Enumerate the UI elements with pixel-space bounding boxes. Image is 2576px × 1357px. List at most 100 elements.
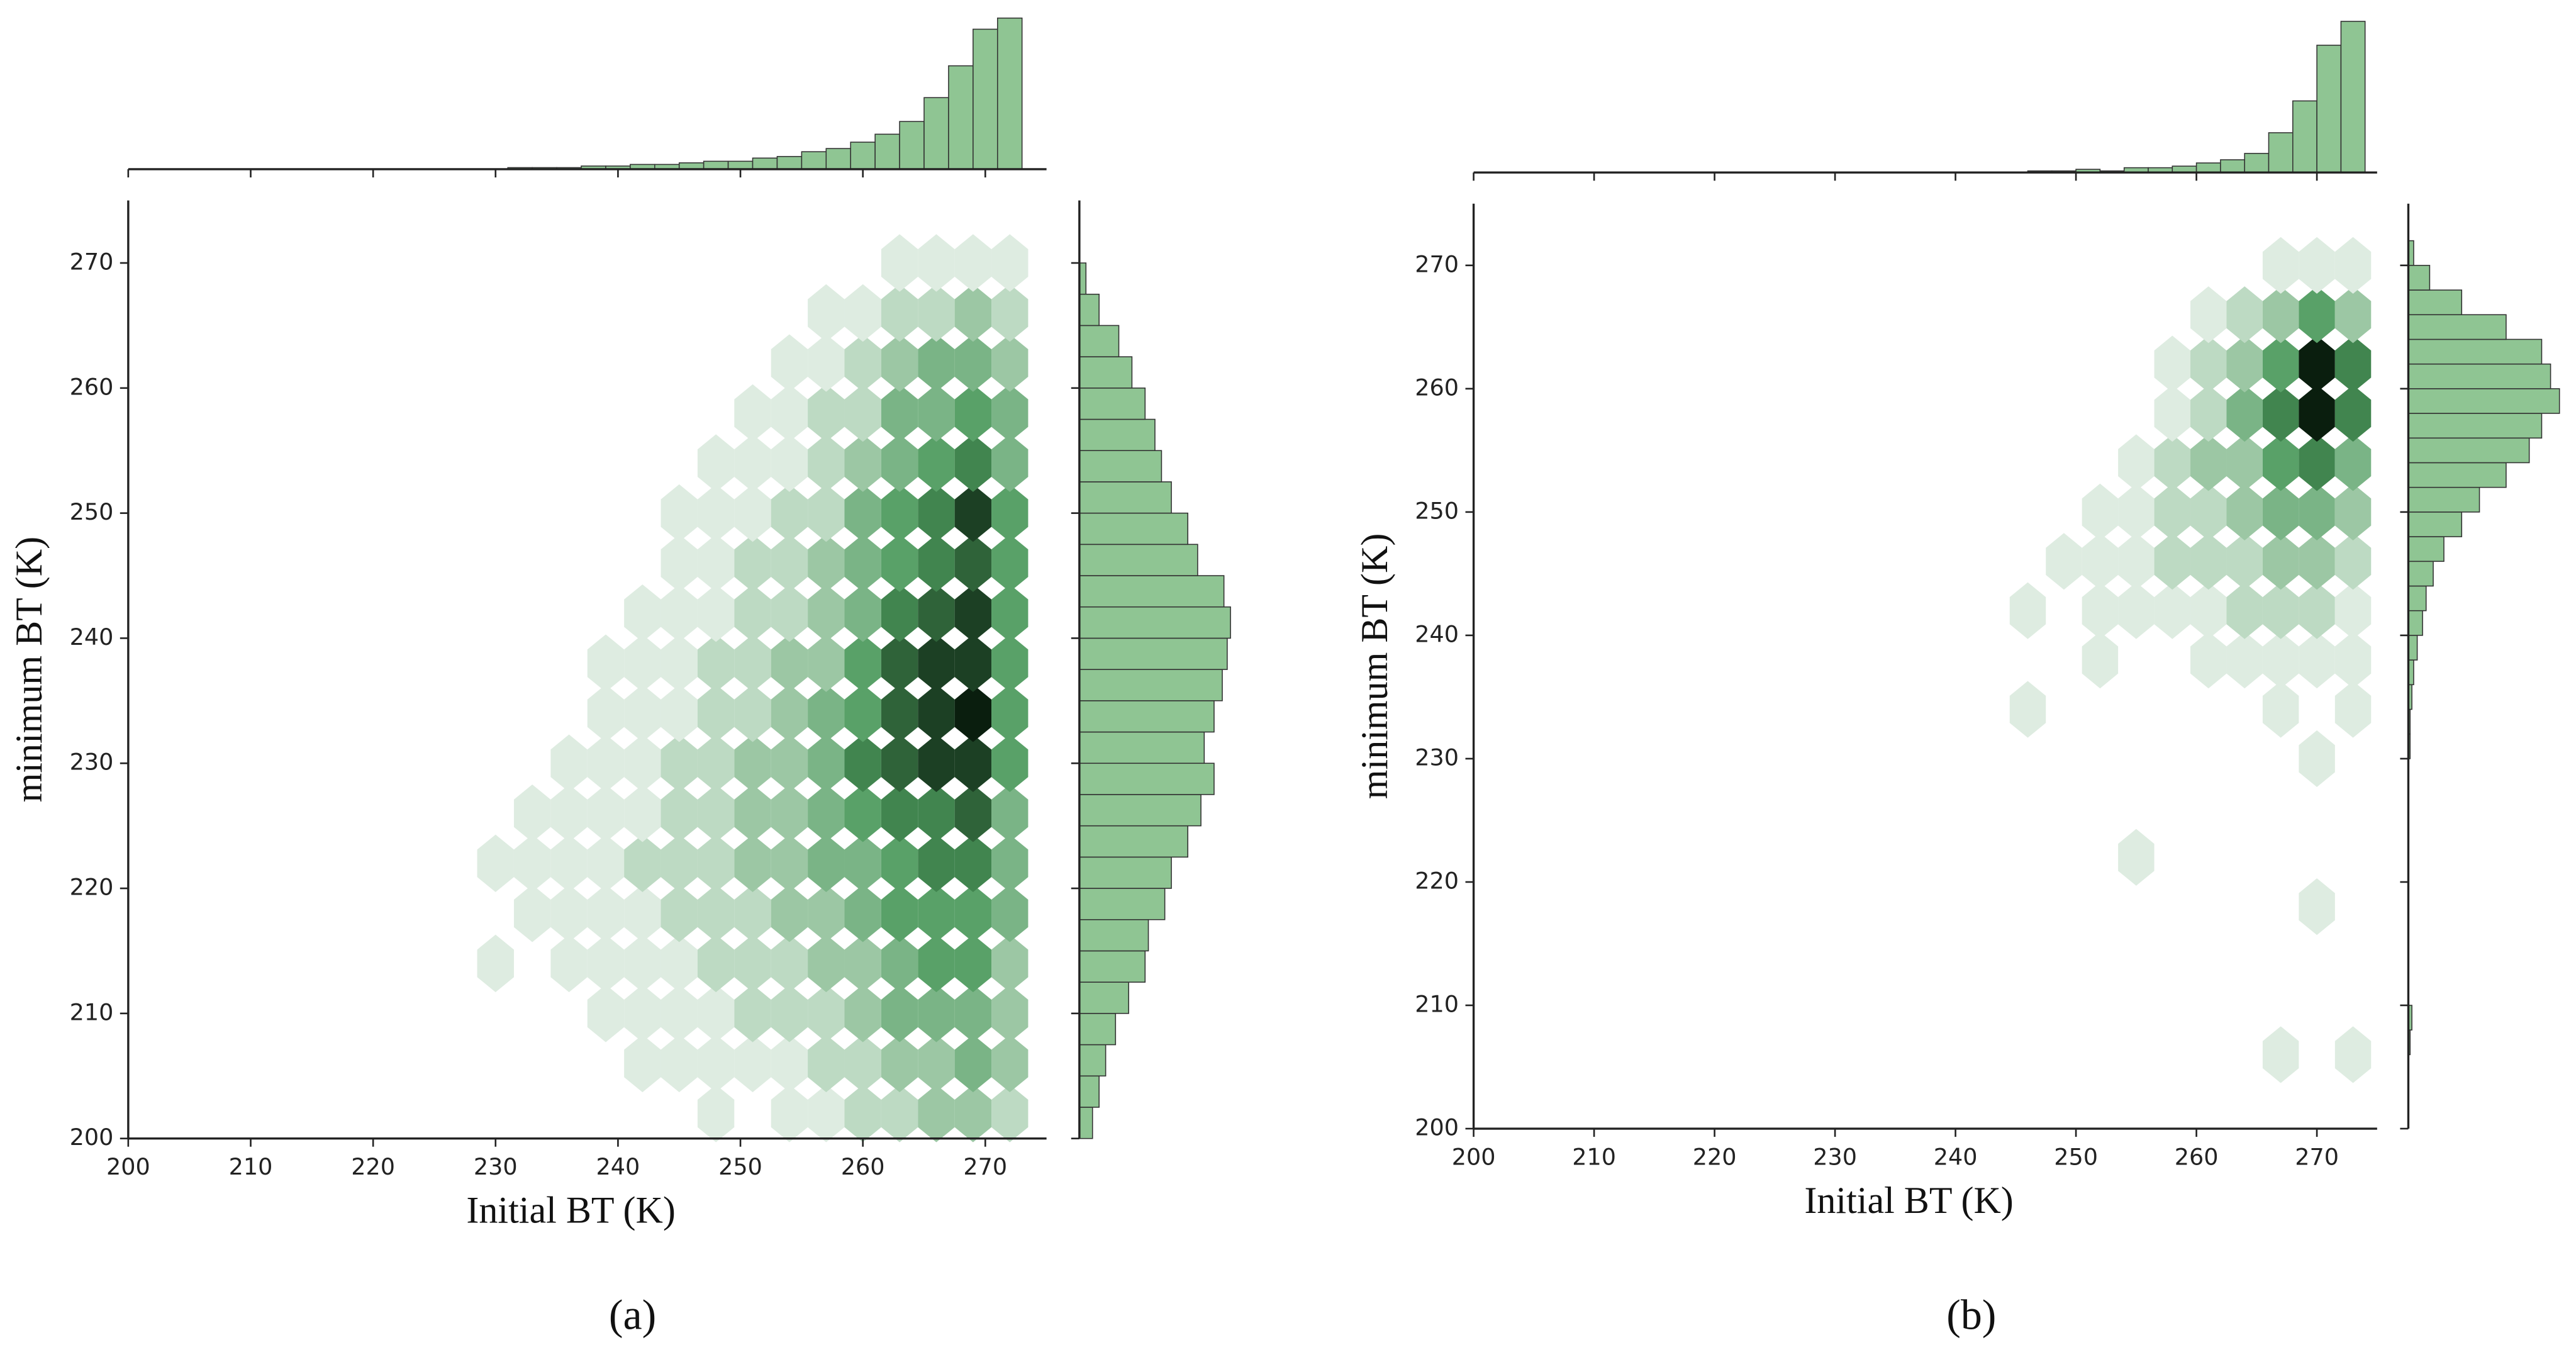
hexbin-cell	[734, 434, 771, 492]
hexbin-cell	[2190, 237, 2226, 294]
hexbin-cell	[477, 785, 514, 842]
hexbin-cell	[624, 334, 661, 391]
hexbin-cell	[2262, 286, 2299, 343]
hexbin-cell	[698, 284, 734, 342]
hexbin-cell	[2155, 237, 2190, 294]
hexbin-cell	[2118, 483, 2155, 540]
hexbin-cell	[661, 534, 698, 592]
hexbin-cell	[2262, 582, 2299, 639]
hexbin-cell	[734, 684, 771, 742]
right-hist-bar	[1079, 356, 1133, 389]
top-hist-bar	[850, 142, 876, 170]
hexbin-cell	[844, 284, 881, 342]
top-hist-bar	[727, 160, 754, 170]
top-hist-bar	[2244, 153, 2270, 173]
hexbin-cell	[881, 634, 918, 692]
hexbin-cell	[844, 985, 881, 1042]
hexbin-cell	[661, 234, 698, 291]
x-tick-label: 220	[1693, 1144, 1737, 1171]
hexbin-cell	[2009, 681, 2046, 738]
hexbin-cell	[734, 534, 771, 592]
hexbin-cell	[881, 785, 918, 842]
hexbin-cell	[550, 1085, 587, 1142]
hexbin-cell	[514, 935, 550, 992]
hexbin-cell	[2190, 582, 2227, 639]
hexbin-cell	[550, 584, 587, 642]
hexbin-cell	[661, 284, 698, 342]
hexbin-cell	[550, 785, 588, 842]
hexbin-cell	[661, 985, 698, 1042]
hexbin-cell	[991, 434, 1029, 492]
right-hist-bar	[1079, 888, 1166, 920]
hexbin-cell	[918, 334, 955, 392]
hexbin-cell	[2082, 681, 2118, 737]
hexbin-cell	[588, 484, 624, 542]
hexbin-cell	[588, 1085, 624, 1142]
hexbin-cell	[844, 934, 881, 993]
right-hist-bar	[1079, 1013, 1117, 1046]
hexbin-cell	[808, 584, 845, 642]
hexbin-cell	[734, 734, 771, 792]
hexbin-cell	[954, 834, 992, 893]
hexbin-cell	[2190, 730, 2226, 787]
hexbin-cell	[808, 1085, 845, 1142]
right-hist-bar	[1079, 1075, 1100, 1108]
hexbin-cell	[2046, 583, 2082, 639]
hexbin-cell	[698, 334, 734, 391]
hexbin-cell	[698, 384, 734, 442]
right-hist-bar	[2407, 635, 2418, 661]
hexbin-cell	[918, 734, 955, 792]
hexbin-cell	[918, 834, 955, 893]
right-hist-bar	[2407, 338, 2543, 365]
right-hist-bar	[1079, 325, 1120, 357]
y-tick-label: 250	[70, 498, 114, 525]
hexbin-cell	[2118, 434, 2155, 491]
hexbin-cell	[2118, 632, 2154, 688]
hexbin-cell	[661, 834, 698, 893]
hexbin-cell	[771, 234, 808, 291]
hexbin-cell	[2010, 1026, 2046, 1083]
panel: 200 210 220 230 240 250 260 270 200 210 220 230 240 2…	[1353, 21, 2560, 1339]
hexbin-cell	[918, 234, 955, 292]
hexbin-cell	[771, 834, 808, 893]
hexbin-cell	[514, 634, 550, 691]
hexbin-cell	[550, 934, 588, 993]
hexbin-cell	[991, 885, 1029, 942]
hexbin-cell	[918, 1034, 955, 1093]
hexbin-cell	[844, 534, 881, 592]
hexbin-cell	[954, 684, 992, 742]
x-tick-label: 260	[841, 1153, 885, 1180]
hexbin-cell	[550, 484, 587, 542]
hexbin-cell	[2299, 434, 2335, 491]
hexbin-cell	[477, 234, 514, 291]
y-tick-label: 230	[70, 749, 114, 776]
hexbin-cell	[697, 634, 735, 692]
hexbin-cell	[2299, 533, 2335, 590]
hexbin-cell	[2046, 829, 2082, 886]
hexbin-cell	[2190, 927, 2226, 984]
hexbin-cell	[771, 434, 808, 492]
x-tick-label: 220	[351, 1153, 395, 1180]
hexbin-cell	[661, 334, 698, 391]
hexbin-cell	[734, 234, 771, 291]
y-tick-label: 200	[70, 1124, 114, 1151]
hexbin-cell	[477, 1085, 514, 1142]
hexbin-cell	[624, 734, 661, 792]
hexbin-cell	[2155, 681, 2190, 737]
right-hist-bar	[2407, 511, 2463, 537]
hexbin-cell	[697, 734, 735, 792]
hexbin-cell	[550, 534, 587, 591]
hexbin-cell	[624, 785, 661, 842]
y-axis-label: minimum BT (K)	[1353, 533, 1395, 800]
hexbin-cell	[771, 734, 808, 792]
hexbin-cell	[991, 1034, 1029, 1093]
hexbin-cell	[2118, 336, 2154, 393]
hexbin-cell	[844, 584, 881, 642]
hexbin-cell	[2190, 829, 2226, 886]
hexbin-cell	[918, 684, 955, 742]
hexbin-cell	[697, 484, 735, 542]
hexbin-cell	[2046, 336, 2082, 393]
hexbin-cell	[918, 785, 955, 842]
top-hist-bar	[899, 121, 925, 170]
hexbin-cell	[2082, 237, 2118, 294]
